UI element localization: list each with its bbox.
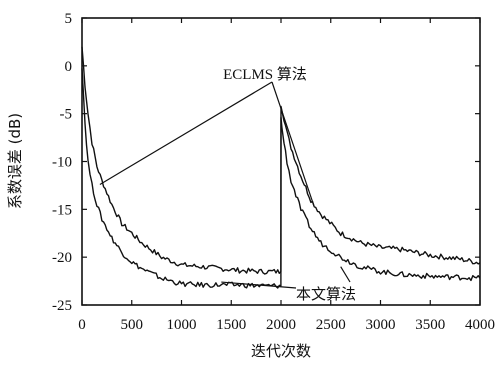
annotation-leaders xyxy=(99,81,351,289)
proposed-leader-line xyxy=(340,266,351,283)
x-tick-label: 3500 xyxy=(415,317,445,333)
annotation-eclms-label: ECLMS 算法 xyxy=(223,65,307,83)
ylabel: 系数误差 (dB) xyxy=(6,113,24,209)
x-tick-label: 2500 xyxy=(316,317,346,333)
y-tick-label: -20 xyxy=(52,250,72,266)
proposed-series-line xyxy=(81,68,481,289)
tick-labels: 0 500 1000 1500 2000 2500 3000 3500 4000 5 0 -5 -10 -… xyxy=(52,11,495,333)
x-tick-label: 0 xyxy=(78,317,86,333)
x-tick-label: 500 xyxy=(121,317,144,333)
proposed-leader-line xyxy=(221,281,297,289)
x-tick-label: 4000 xyxy=(465,317,495,333)
y-tick-label: -10 xyxy=(52,155,72,171)
axis-ticks xyxy=(81,17,481,306)
annotation-proposed-label: 本文算法 xyxy=(296,285,356,303)
series-lines xyxy=(81,46,481,289)
eclms-leader-line xyxy=(99,81,273,185)
eclms-leader-line xyxy=(271,81,315,206)
y-tick-label: -5 xyxy=(60,107,73,123)
y-tick-label: -25 xyxy=(52,298,72,314)
y-tick-label: 0 xyxy=(65,59,73,75)
y-tick-label: -15 xyxy=(52,202,72,218)
x-tick-label: 1500 xyxy=(216,317,246,333)
y-tick-label: 5 xyxy=(65,11,73,27)
xlabel: 迭代次数 xyxy=(251,342,311,360)
x-tick-label: 3000 xyxy=(366,317,396,333)
x-tick-label: 2000 xyxy=(266,317,296,333)
x-tick-label: 1000 xyxy=(167,317,197,333)
